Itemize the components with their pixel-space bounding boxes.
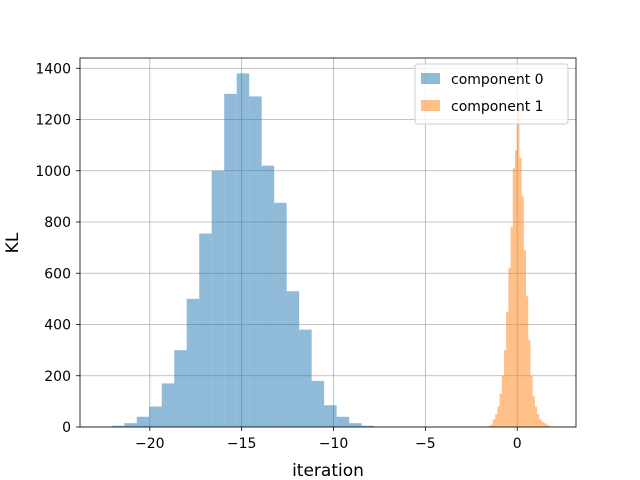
y-tick-label: 1200 [35, 113, 71, 129]
histogram-bar [548, 425, 551, 427]
series-1-bars [488, 109, 551, 427]
x-tick-label: 0 [513, 436, 522, 452]
histogram-bar [224, 93, 237, 427]
histogram-bar [545, 424, 549, 427]
y-tick-label: 800 [44, 215, 71, 231]
histogram-bar [311, 380, 325, 427]
y-axis-ticks: 0 200 400 600 800 1000 1200 1400 [35, 61, 80, 436]
histogram-bar [211, 170, 225, 427]
histogram-bar [519, 157, 522, 427]
histogram-bar [186, 298, 200, 427]
histogram-bar [515, 150, 518, 427]
histogram-bar [124, 423, 137, 427]
histogram-bar [528, 339, 531, 427]
y-tick-label: 200 [44, 369, 71, 385]
histogram-bar [361, 425, 375, 427]
legend-swatch-component-0 [421, 73, 440, 84]
histogram-bar [149, 406, 162, 427]
series-0-bars [111, 73, 375, 427]
histogram-bar [539, 419, 542, 427]
histogram-bar [534, 406, 538, 427]
x-axis-ticks: −20 −15 −10 −5 0 [135, 427, 522, 452]
legend-swatch-component-1 [421, 100, 440, 111]
histogram-bar [521, 196, 524, 427]
x-tick-label: −5 [415, 436, 436, 452]
histogram-bar [501, 375, 504, 427]
y-tick-label: 1400 [35, 61, 71, 77]
x-tick-label: −10 [319, 436, 349, 452]
x-axis-label: iteration [292, 461, 364, 480]
histogram-bar [506, 311, 509, 427]
legend-label-component-1: component 1 [451, 99, 544, 115]
histogram-bar [349, 423, 362, 427]
histogram-bar [508, 268, 511, 427]
histogram-bar [236, 73, 250, 427]
histogram-bar [161, 383, 175, 427]
plot-frame [79, 57, 577, 428]
histogram-bar [517, 109, 520, 427]
histogram-bar [111, 425, 125, 427]
y-tick-label: 400 [44, 318, 71, 334]
y-tick-label: 0 [62, 420, 71, 436]
histogram-bar [261, 165, 275, 427]
histogram-bar [543, 423, 546, 427]
histogram-bar [495, 414, 498, 427]
histogram-bar [274, 202, 287, 427]
histogram-bar [541, 421, 544, 427]
histogram-bar [497, 406, 500, 427]
legend-frame [414, 63, 569, 125]
histogram-bar [499, 393, 502, 427]
histogram-bar [530, 375, 533, 427]
legend: component 0 component 1 [414, 63, 569, 125]
histogram-bar [174, 350, 187, 427]
histogram-bar [523, 250, 527, 427]
y-tick-label: 1000 [35, 164, 71, 180]
histogram-bar [503, 350, 507, 427]
histogram-bar [488, 425, 491, 427]
histogram-bar [492, 419, 496, 427]
histogram-bar [324, 405, 337, 427]
histogram-bar [199, 233, 212, 427]
histogram-bar [532, 396, 535, 427]
histogram-bar [136, 416, 150, 427]
histogram-bar [286, 291, 300, 427]
histogram-bar [537, 414, 540, 427]
histogram-bar [249, 96, 262, 427]
x-tick-label: −20 [135, 436, 165, 452]
histogram-bars [111, 73, 551, 427]
histogram-bar [512, 168, 516, 427]
x-tick-label: −15 [227, 436, 257, 452]
histogram-bar [336, 416, 350, 427]
histogram-bar [510, 227, 513, 427]
y-tick-label: 600 [44, 266, 71, 282]
legend-label-component-0: component 0 [451, 72, 544, 88]
histogram-bar [299, 329, 312, 427]
histogram-bar [526, 296, 529, 427]
histogram-bar [490, 424, 493, 427]
y-axis-label: KL [3, 232, 23, 253]
